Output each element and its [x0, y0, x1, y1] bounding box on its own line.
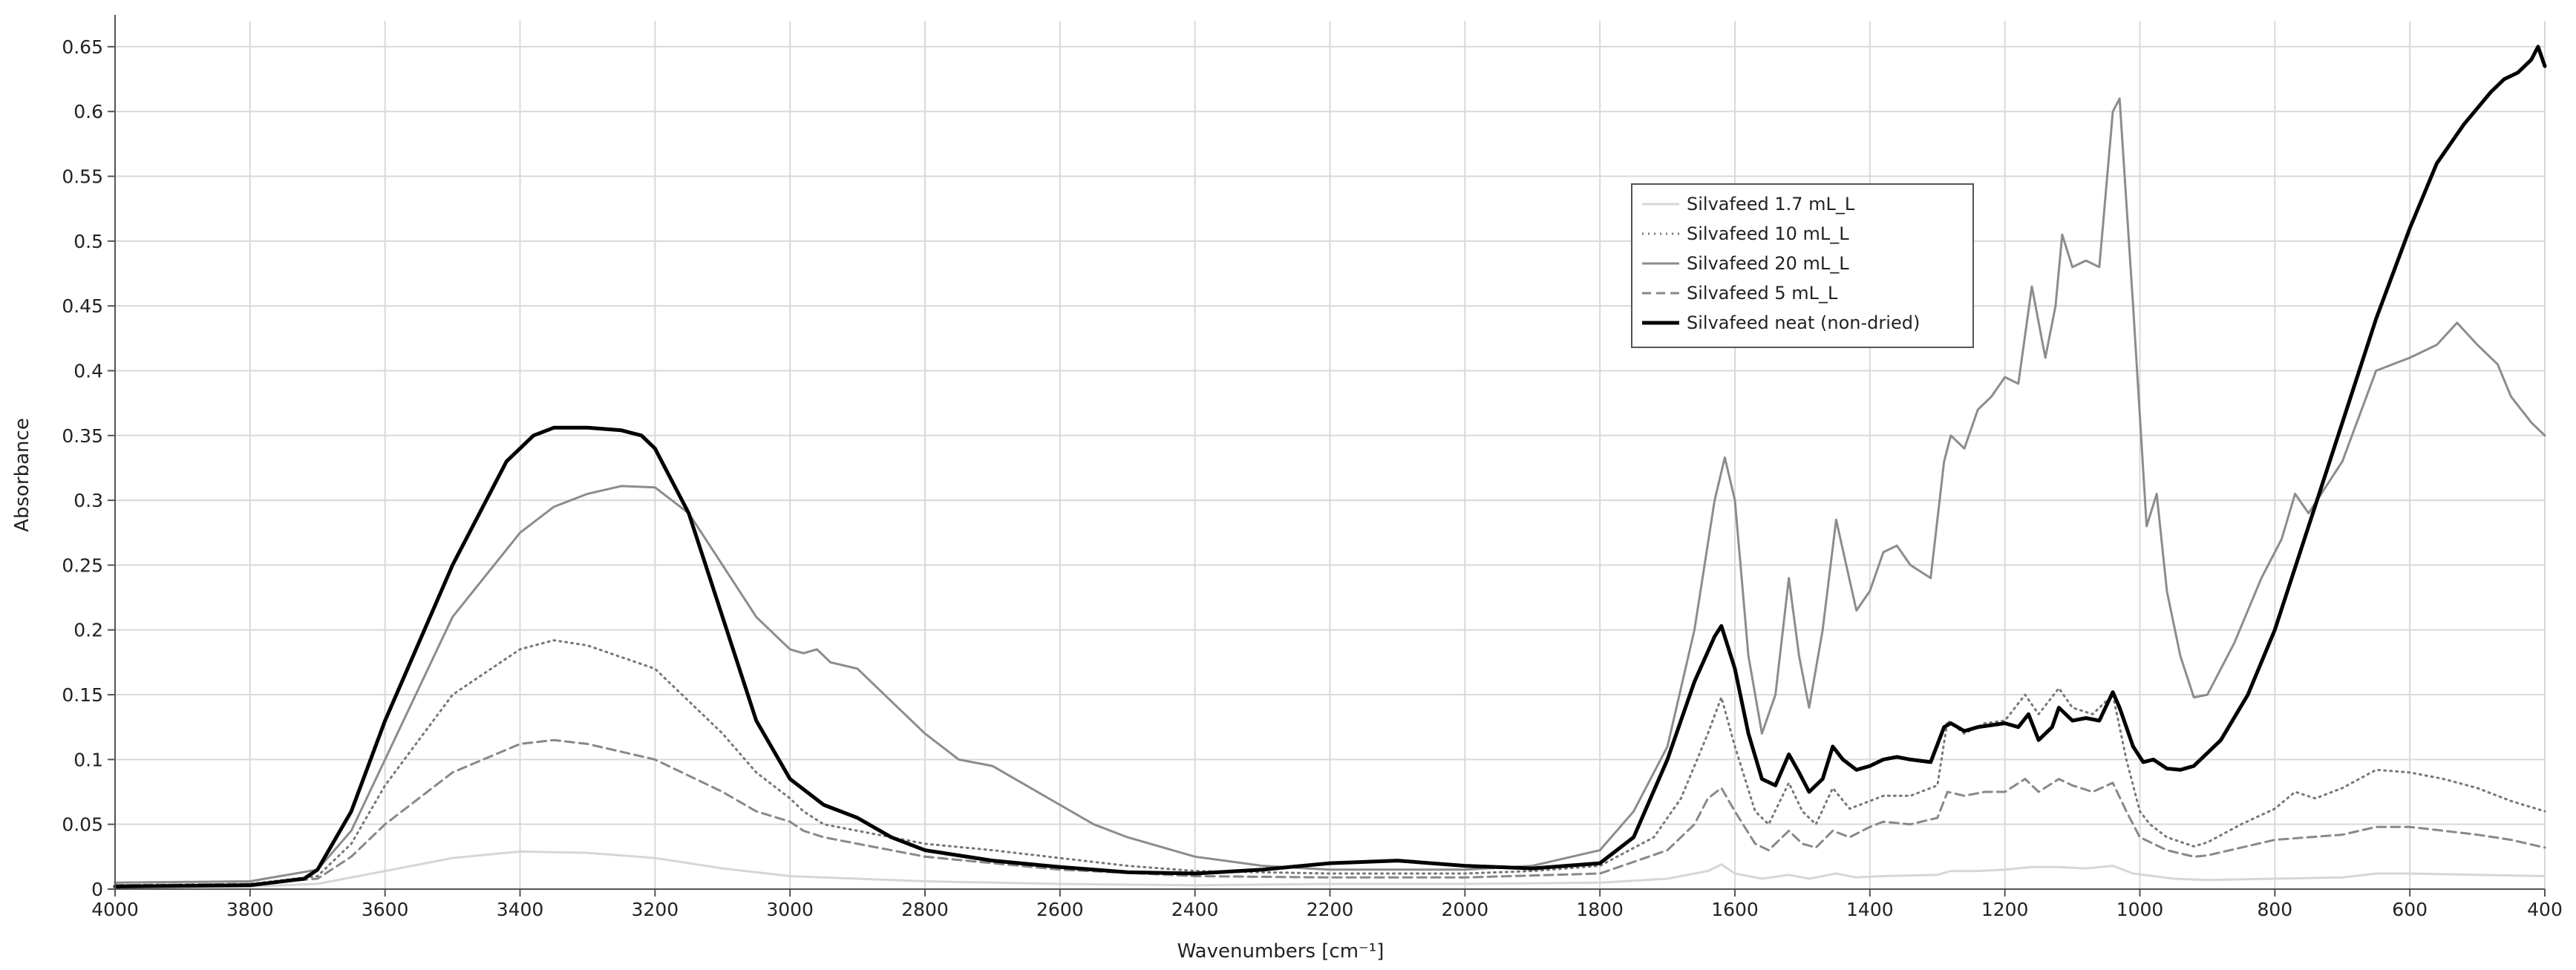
x-tick-label: 1200: [1981, 899, 2029, 920]
legend-items: Silvafeed 1.7 mL_L Silvafeed 10 mL_L Silva…: [1642, 194, 1920, 333]
x-tick-label: 800: [2257, 899, 2292, 920]
y-tick-label: 0: [91, 879, 103, 900]
y-tick-labels: 0 0.05 0.1 0.15 0.2 0.25 0.3 0.35 0.4 0.45 0.5 0.55…: [62, 36, 103, 900]
y-tick-label: 0.55: [62, 166, 103, 188]
x-tick-label: 400: [2527, 899, 2563, 920]
x-tick-label: 2000: [1442, 899, 1489, 920]
y-tick-label: 0.6: [73, 101, 103, 122]
legend-label: Silvafeed 1.7 mL_L: [1687, 194, 1855, 214]
y-tick-label: 0.05: [62, 814, 103, 836]
x-axis-title: Wavenumbers [cm⁻¹]: [1177, 940, 1385, 963]
x-tick-label: 1400: [1846, 899, 1894, 920]
series-line: [114, 639, 2546, 887]
y-tick-label: 0.5: [73, 231, 103, 252]
x-tick-label: 2400: [1171, 899, 1219, 920]
legend-label: Silvafeed 10 mL_L: [1687, 223, 1849, 244]
x-tick-label: 3600: [362, 899, 409, 920]
x-tick-label: 1600: [1711, 899, 1759, 920]
y-tick-label: 0.3: [73, 490, 103, 511]
grid: [114, 21, 2546, 890]
x-tick-label: 1000: [2116, 899, 2164, 920]
legend: Silvafeed 1.7 mL_L Silvafeed 10 mL_L Silva…: [1631, 183, 1974, 348]
x-tick-label: 3800: [226, 899, 274, 920]
x-tick-label: 3200: [632, 899, 679, 920]
x-tick-label: 2200: [1307, 899, 1354, 920]
y-tick-label: 0.25: [62, 554, 103, 576]
y-tick-label: 0.65: [62, 36, 103, 58]
series-line: [113, 45, 2547, 888]
x-tick-label: 3400: [497, 899, 544, 920]
series-layer: [113, 45, 2547, 888]
y-tick-label: 0.45: [62, 295, 103, 317]
x-tick-label: 3000: [766, 899, 814, 920]
legend-label: Silvafeed neat (non-dried): [1687, 312, 1920, 333]
y-tick-label: 0.35: [62, 425, 103, 447]
x-tick-label: 600: [2392, 899, 2428, 920]
x-tick-labels: 4000 3800 3600 3400 3200 3000 2800 2600 2400 2200…: [91, 899, 2563, 920]
axes: [108, 15, 2546, 897]
series-line: [114, 97, 2546, 884]
series-line: [114, 850, 2546, 888]
x-tick-label: 2600: [1036, 899, 1084, 920]
x-tick-label: 2800: [901, 899, 949, 920]
legend-label: Silvafeed 5 mL_L: [1687, 283, 1838, 304]
y-tick-label: 0.1: [73, 749, 103, 770]
y-axis-title: Absorbance: [11, 418, 33, 532]
x-tick-label: 4000: [91, 899, 139, 920]
y-tick-label: 0.2: [73, 620, 103, 641]
y-tick-label: 0.15: [62, 684, 103, 706]
y-tick-label: 0.4: [73, 360, 103, 381]
legend-box: [1631, 183, 1974, 348]
legend-label: Silvafeed 20 mL_L: [1687, 253, 1849, 274]
x-tick-label: 1800: [1576, 899, 1624, 920]
series-line: [114, 738, 2546, 887]
